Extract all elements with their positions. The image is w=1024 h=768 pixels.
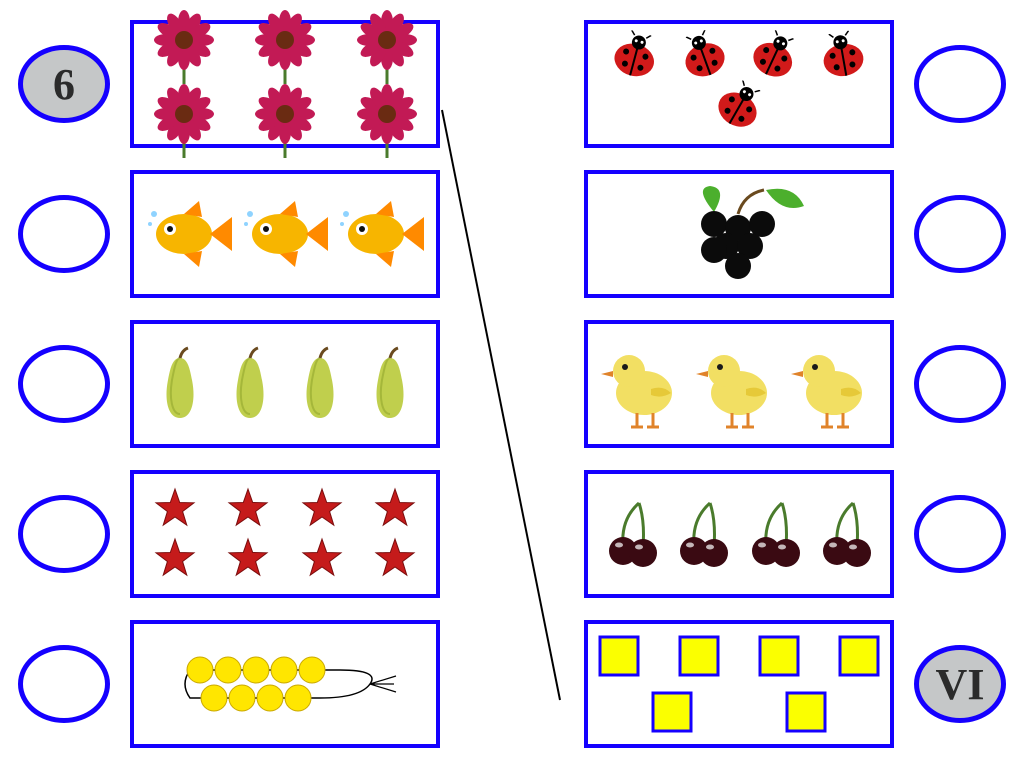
number-oval-blank[interactable] [914,45,1006,123]
number-oval-blank[interactable] [18,495,110,573]
pear-icon [362,344,418,424]
oval-label: VI [936,659,985,710]
fish-icon [144,199,234,269]
worksheet-page: 6 [0,0,1024,768]
flower-icon [255,10,315,84]
right-row [584,170,1006,298]
number-oval-blank[interactable] [18,195,110,273]
star-icon [300,537,344,581]
right-row: VI [584,620,1006,748]
right-row [584,470,1006,598]
star-icon [153,487,197,531]
chick-icon [696,339,782,429]
chick-icon [601,339,687,429]
star-icon [300,487,344,531]
star-icon [226,537,270,581]
left-column: 6 [18,20,440,748]
number-oval-blank[interactable] [914,495,1006,573]
right-column: VI [584,20,1006,748]
chicks-group [596,332,882,436]
star-icon [226,487,270,531]
cherries-icon [670,495,736,573]
flower-icon [357,10,417,84]
flowers-group [142,32,428,136]
count-card-grapes[interactable] [584,170,894,298]
fish-icon [336,199,426,269]
left-row [18,170,440,298]
number-oval-blank[interactable] [914,195,1006,273]
star-icon [153,537,197,581]
pear-icon [292,344,348,424]
ladybug-icon [738,23,810,92]
count-card-chicks[interactable] [584,320,894,448]
star-icon [373,487,417,531]
beads-group [142,632,428,736]
count-card-beads[interactable] [130,620,440,748]
count-card-cherries[interactable] [584,470,894,598]
grapes-group [596,182,882,286]
square-icon [596,633,642,679]
columns: 6 [18,20,1006,748]
cherries-icon [813,495,879,573]
ladybug-icon [702,71,775,142]
stars-group [142,482,428,586]
count-card-ladybugs[interactable] [584,20,894,148]
number-oval-blank[interactable] [18,345,110,423]
squares-group [596,632,882,736]
square-icon [756,633,802,679]
left-row [18,320,440,448]
right-row [584,320,1006,448]
flower-icon [154,84,214,158]
square-icon [783,689,829,735]
cherries-icon [599,495,665,573]
star-icon [373,537,417,581]
count-card-stars[interactable] [130,470,440,598]
flower-icon [357,84,417,158]
pears-group [142,332,428,436]
flower-icon [154,10,214,84]
beads-icon [170,642,400,726]
right-row [584,20,1006,148]
number-oval-filled: VI [914,645,1006,723]
count-card-fish[interactable] [130,170,440,298]
number-oval-filled: 6 [18,45,110,123]
pear-icon [152,344,208,424]
pear-icon [222,344,278,424]
cherries-icon [742,495,808,573]
square-icon [836,633,882,679]
left-row [18,470,440,598]
flower-icon [255,84,315,158]
number-oval-blank[interactable] [914,345,1006,423]
left-row: 6 [18,20,440,148]
square-icon [676,633,722,679]
square-icon [649,689,695,735]
ladybug-icon [602,26,669,89]
fish-group [142,182,428,286]
fish-icon [240,199,330,269]
oval-label: 6 [53,59,75,110]
count-card-flowers[interactable] [130,20,440,148]
cherries-group [596,482,882,586]
number-oval-blank[interactable] [18,645,110,723]
chick-icon [791,339,877,429]
left-row [18,620,440,748]
count-card-pears[interactable] [130,320,440,448]
grapes-icon [654,184,824,284]
count-card-squares[interactable] [584,620,894,748]
ladybug-icon [811,28,875,87]
ladybugs-group [596,32,882,136]
